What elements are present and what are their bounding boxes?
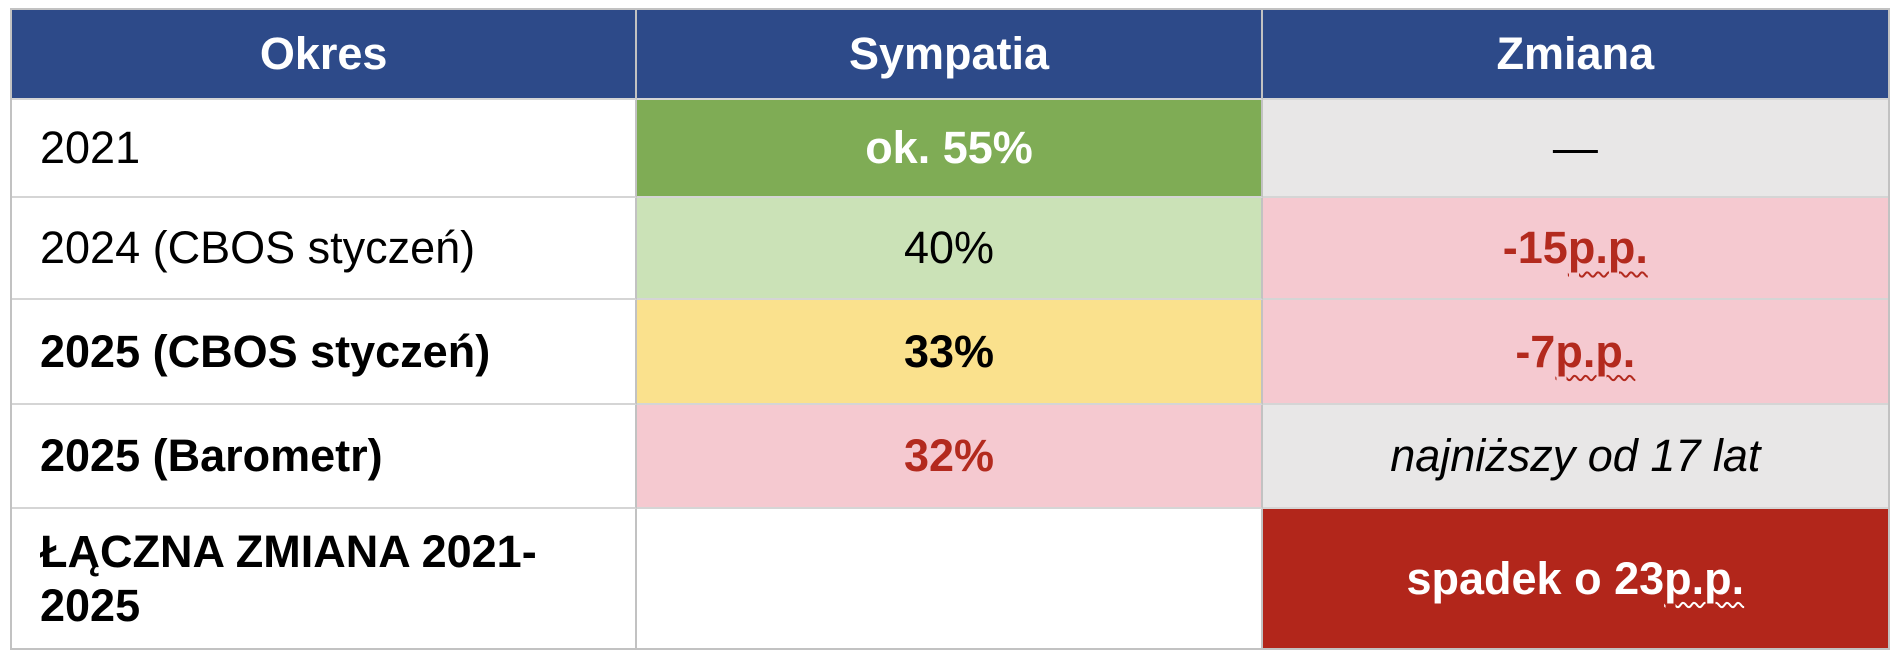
- cell-sympatia-2024-cbos: 40%: [637, 198, 1263, 300]
- header-cell-sympatia: Sympatia: [637, 10, 1263, 100]
- change-value-text: -15: [1502, 222, 1568, 273]
- cell-okres-2024-cbos: 2024 (CBOS styczeń): [12, 198, 638, 300]
- cell-okres-2025-cbos: 2025 (CBOS styczeń): [12, 300, 638, 405]
- cell-zmiana-2021: —: [1262, 100, 1888, 198]
- cell-zmiana-2024-cbos: -15 p.p.: [1262, 198, 1888, 300]
- cell-sympatia-laczna-zmiana: [637, 509, 1263, 648]
- change-value-text: -7: [1515, 325, 1556, 377]
- cell-okres-2021: 2021: [12, 100, 638, 198]
- change-unit-text: p.p.: [1555, 325, 1636, 377]
- change-unit-text: p.p.: [1664, 552, 1745, 604]
- cell-sympatia-2025-cbos: 33%: [637, 300, 1263, 405]
- cell-okres-laczna-zmiana: ŁĄCZNA ZMIANA 2021-2025: [12, 509, 638, 648]
- header-cell-okres: Okres: [12, 10, 638, 100]
- cell-zmiana-laczna-zmiana: spadek o 23 p.p.: [1262, 509, 1888, 648]
- cell-zmiana-2025-cbos: -7 p.p.: [1262, 300, 1888, 405]
- cell-okres-2025-barometr: 2025 (Barometr): [12, 405, 638, 509]
- cell-zmiana-2025-barometr: najniższy od 17 lat: [1262, 405, 1888, 509]
- cell-sympatia-2021: ok. 55%: [637, 100, 1263, 198]
- header-cell-zmiana: Zmiana: [1262, 10, 1888, 100]
- sympathy-table: Okres Sympatia Zmiana 2021 ok. 55% — 202…: [10, 8, 1890, 650]
- change-value-text: spadek o 23: [1406, 552, 1665, 604]
- change-unit-text: p.p.: [1567, 222, 1648, 273]
- cell-sympatia-2025-barometr: 32%: [637, 405, 1263, 509]
